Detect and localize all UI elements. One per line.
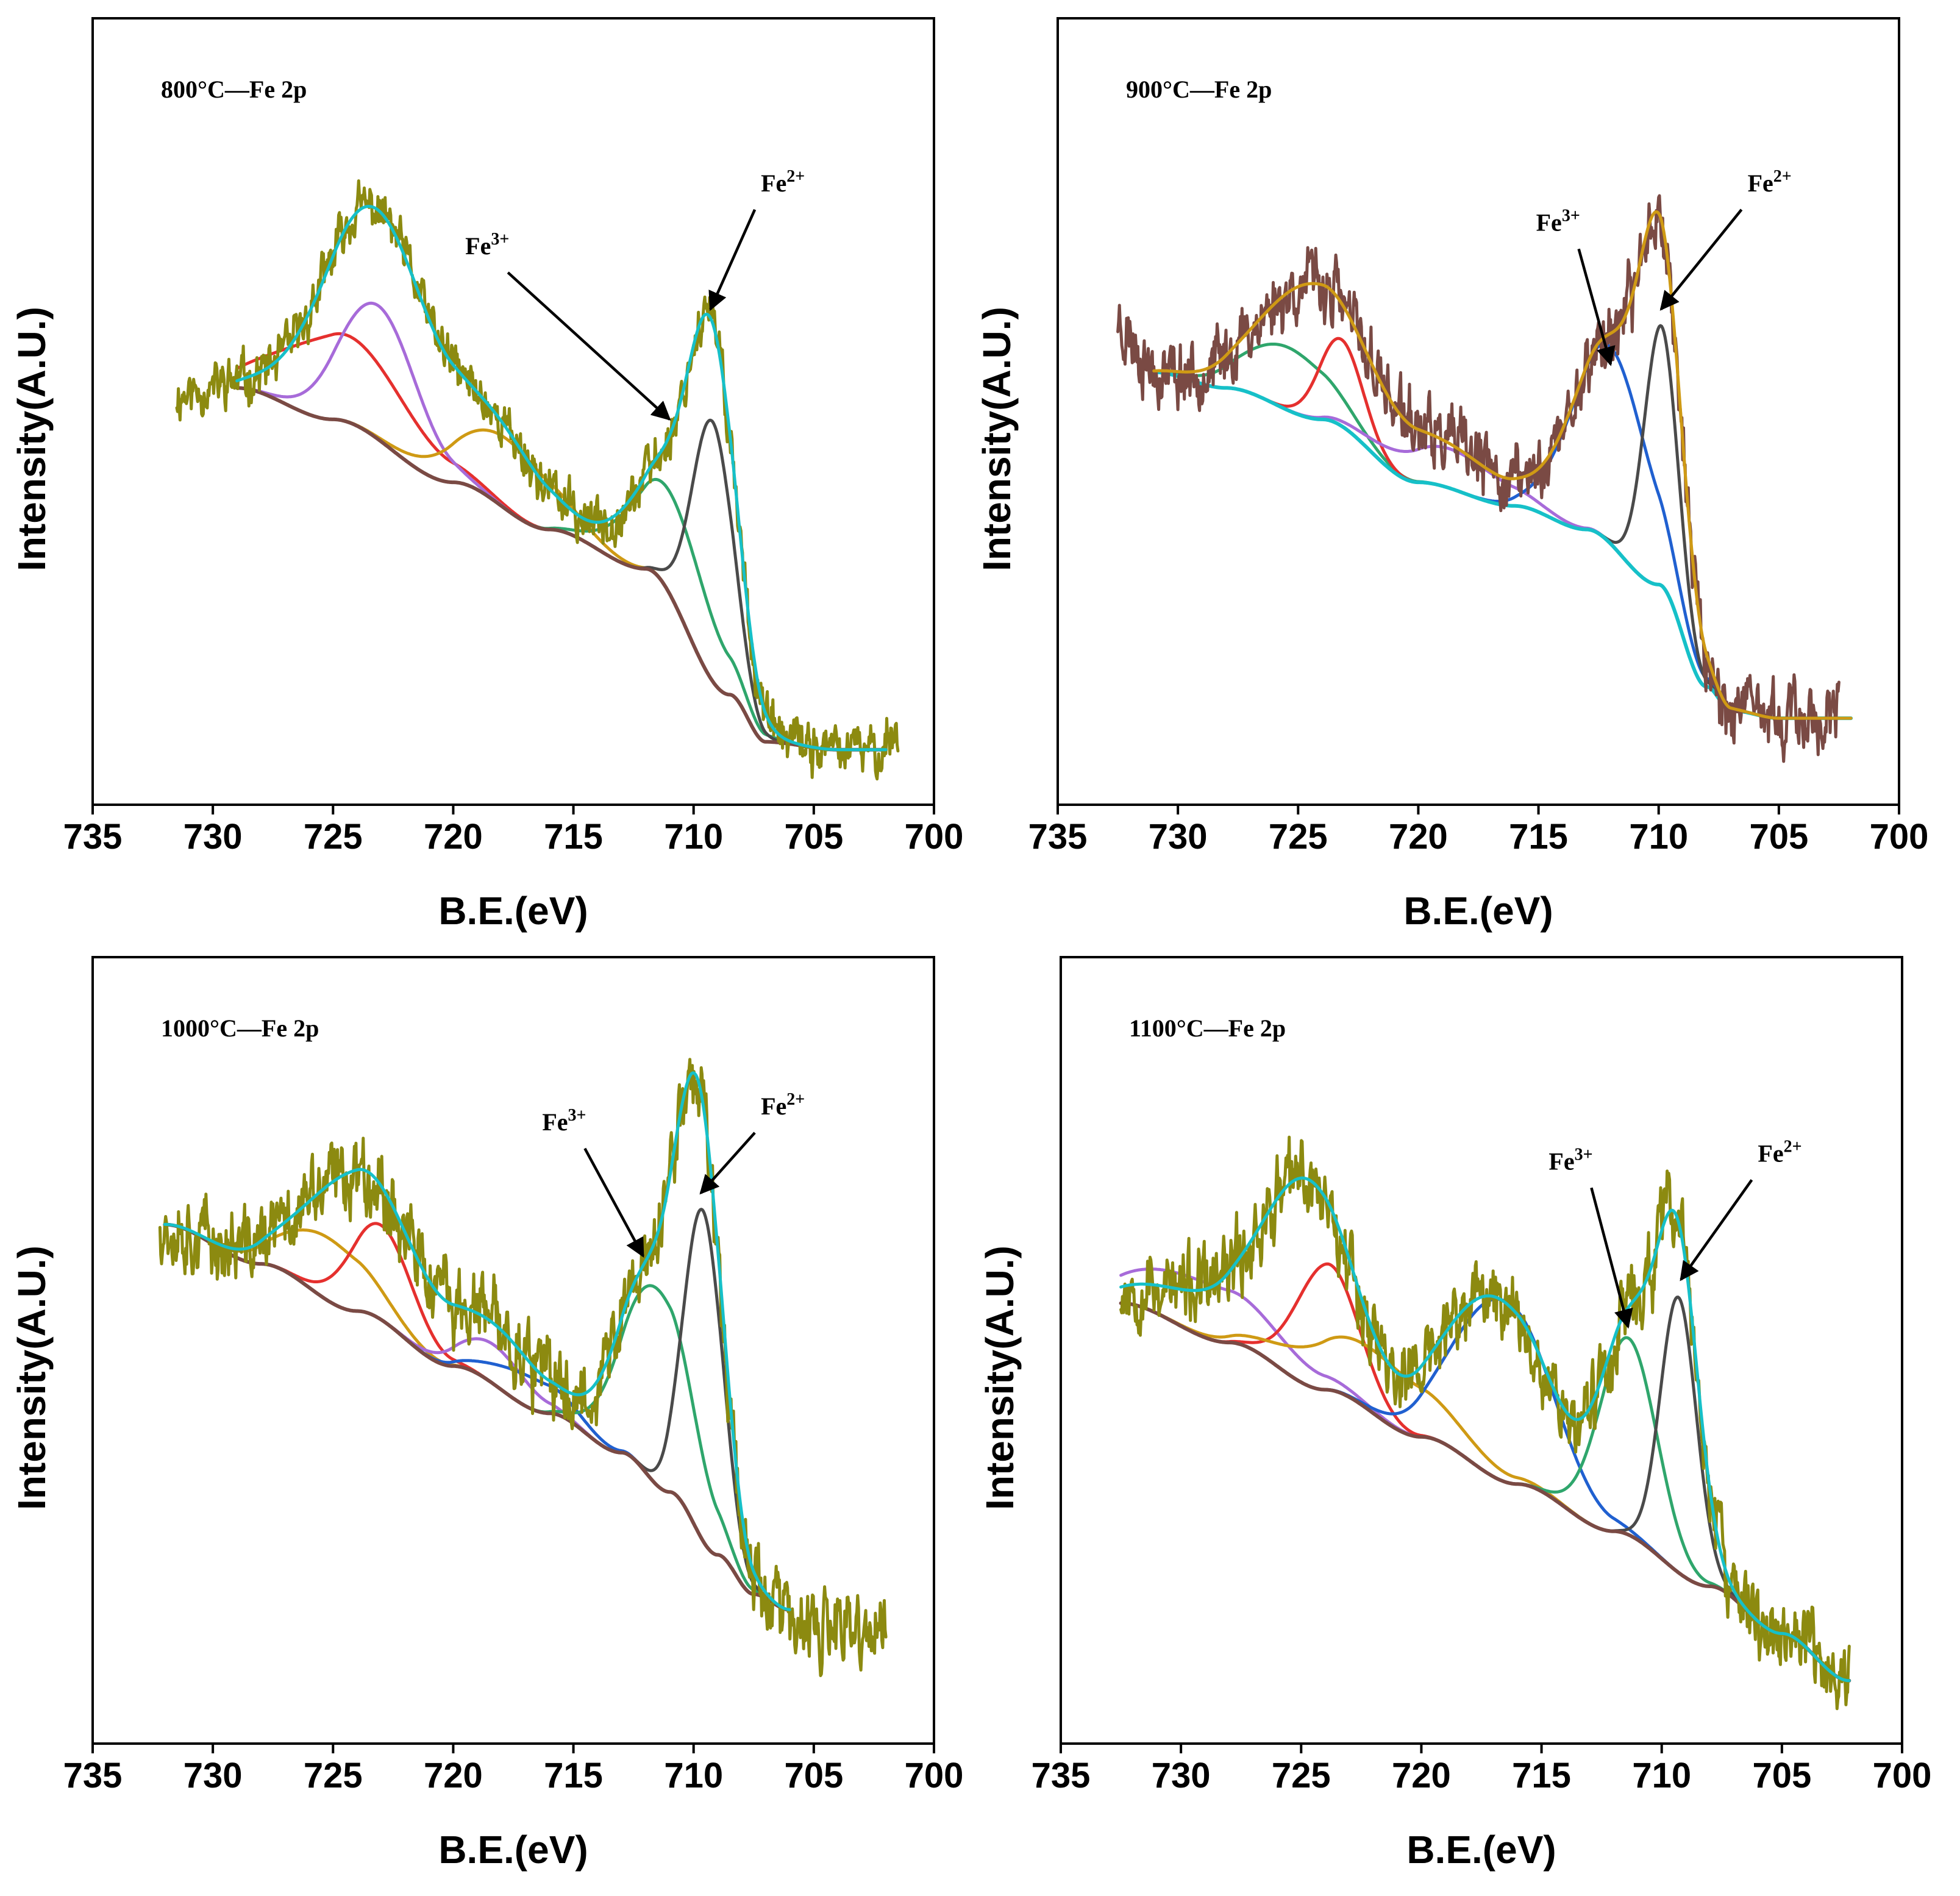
annotation-3plus-label: Fe3+ [542,1106,586,1136]
x-tick-label: 715 [1509,817,1568,857]
x-tick-label: 710 [664,1756,723,1795]
annotation-arrow [1590,1187,1633,1329]
annotation-2plus-label: Fe2+ [761,1090,805,1120]
envelope-curve [235,205,888,752]
annotation-3plus-label: Fe3+ [1536,206,1580,236]
x-tick-label: 710 [664,817,723,857]
x-tick-label: 700 [1870,817,1929,857]
x-tick-label: 705 [1749,817,1808,857]
x-tick-label: 735 [63,1756,123,1795]
annotation-arrow [583,1147,644,1258]
x-tick-label: 715 [544,817,603,857]
panel-title: 800°C—Fe 2p [161,76,307,103]
annotation-3plus-label: Fe3+ [1548,1145,1592,1175]
envelope-curve [1152,210,1853,720]
plot-frame [91,17,935,806]
x-tick-label: 735 [63,817,123,857]
panel-1: 735 730 725 720 715 710 705 700 B.E.(eV) Intensit… [10,17,964,933]
x-axis-label: B.E.(eV) [438,1828,588,1872]
x-axis-label: B.E.(eV) [1406,1828,1556,1872]
x-tick-label: 730 [1152,1756,1211,1795]
x-tick-label: 720 [1392,1756,1451,1795]
x-tick-label: 725 [304,1756,363,1795]
panel-4: 735 730 725 720 715 710 705 700 B.E.(eV) Intensit… [978,956,1932,1872]
x-tick-label: 705 [784,817,843,857]
curves [1119,1135,1851,1711]
envelope-curve [163,1071,791,1611]
x-tick-label: 735 [1032,1756,1091,1795]
x-tick-label: 720 [424,817,483,857]
annotation-arrow [699,1132,756,1195]
x-tick-label: 730 [184,1756,243,1795]
y-axis-label: Intensity(A.U.) [10,1246,54,1510]
x-tick-label: 730 [1149,817,1208,857]
x-tick-label: 705 [784,1756,843,1795]
x-tick-label: 700 [1873,1756,1932,1795]
x-tick-label: 720 [424,1756,483,1795]
envelope-curve [1119,1176,1851,1683]
annotation-arrow [1577,248,1616,366]
x-tick-label: 715 [544,1756,603,1795]
x-tick-label: 730 [184,817,243,857]
y-axis-label: Intensity(A.U.) [978,1246,1022,1510]
x-axis-label: B.E.(eV) [1403,889,1553,933]
raw-data-curve [158,1058,888,1677]
annotation-2plus-label: Fe2+ [1748,167,1792,197]
x-tick-label: 725 [1269,817,1328,857]
x-tick-label: 725 [1272,1756,1331,1795]
x-tick-label: 735 [1028,817,1088,857]
plot-frame [1060,956,1903,1745]
x-tick-label: 705 [1752,1756,1811,1795]
annotation-arrow [1680,1179,1753,1281]
y-axis-label: Intensity(A.U.) [975,307,1019,571]
panel-title: 900°C—Fe 2p [1126,76,1272,103]
annotation-arrow [507,271,671,421]
annotation-2plus-label: Fe2+ [761,167,805,197]
panel-2: 735 730 725 720 715 710 705 700 B.E.(eV) Intensit… [975,17,1929,933]
plot-frame [91,956,935,1745]
panel-title: 1100°C—Fe 2p [1129,1014,1286,1042]
background-curve [163,1222,792,1612]
raw-data-curve [1119,1135,1851,1711]
panel-3: 735 730 725 720 715 710 705 700 B.E.(eV) Intensit… [10,956,964,1872]
x-tick-label: 700 [905,1756,964,1795]
x-tick-label: 710 [1632,1756,1691,1795]
plot-frame [1057,17,1900,806]
x-axis-label: B.E.(eV) [438,889,588,933]
x-tick-label: 715 [1512,1756,1571,1795]
x-tick-label: 700 [905,817,964,857]
annotation-arrow [1659,208,1743,311]
annotation-arrow [708,208,757,312]
curves [158,1058,888,1677]
annotation-2plus-label: Fe2+ [1758,1137,1801,1167]
x-tick-label: 720 [1389,817,1448,857]
curves [1116,194,1853,763]
y-axis-label: Intensity(A.U.) [10,307,54,571]
panel-title: 1000°C—Fe 2p [161,1014,319,1042]
x-tick-label: 725 [304,817,363,857]
curves [175,179,900,781]
annotation-3plus-label: Fe3+ [465,230,509,260]
x-tick-label: 710 [1629,817,1688,857]
